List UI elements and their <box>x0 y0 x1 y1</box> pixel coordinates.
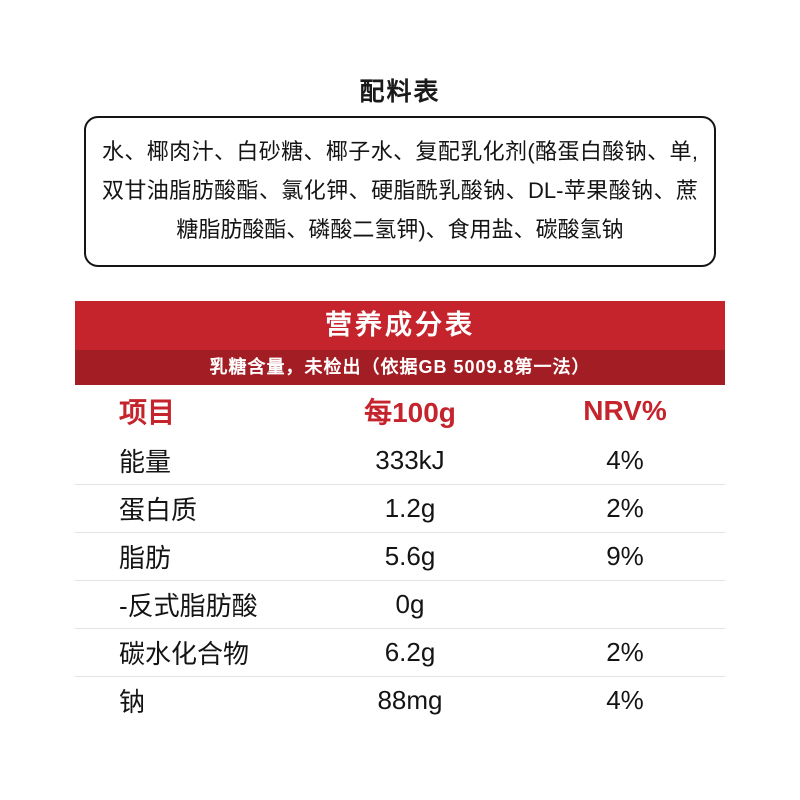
table-cell: 1.2g <box>384 493 436 523</box>
nutrition-table-subtitle: 乳糖含量，未检出（依据GB 5009.8第一法） <box>75 350 725 385</box>
table-cell: 5.6g <box>384 541 436 571</box>
table-cell: 碳水化合物 <box>119 639 250 669</box>
table-cell: 0g <box>395 589 425 619</box>
ingredients-text-box: 水、椰肉汁、白砂糖、椰子水、复配乳化剂(酪蛋白酸钠、单,双甘油脂肪酸酯、氯化钾、… <box>84 116 716 267</box>
table-row: 钠 88mg 4% <box>75 676 725 724</box>
table-cell: -反式脂肪酸 <box>119 591 258 621</box>
table-row: 能量 333kJ 4% <box>75 437 725 484</box>
table-row: -反式脂肪酸 0g <box>75 580 725 628</box>
table-cell: 4% <box>606 445 644 475</box>
table-row: 碳水化合物 6.2g 2% <box>75 628 725 676</box>
table-cell: 333kJ <box>375 445 445 475</box>
table-cell: 88mg <box>377 685 443 715</box>
table-cell: 6.2g <box>384 637 436 667</box>
table-row: 蛋白质 1.2g 2% <box>75 484 725 532</box>
column-header-per-100g: 每100g <box>364 397 456 428</box>
table-cell: 2% <box>606 637 644 667</box>
table-cell: 能量 <box>119 447 172 477</box>
table-row: 脂肪 5.6g 9% <box>75 532 725 580</box>
table-cell: 9% <box>606 541 644 571</box>
nutrition-table-body: 能量 333kJ 4% 蛋白质 1.2g 2% 脂肪 5.6g 9% -反式脂肪酸 0g 碳水化合物 6… <box>75 437 725 724</box>
nutrition-table: 项目 每100g NRV% 能量 333kJ 4% 蛋白质 1.2g 2% 脂肪 5.6g 9%… <box>75 385 725 724</box>
table-cell: 钠 <box>119 687 146 717</box>
column-header-item: 项目 <box>119 397 176 428</box>
table-cell: 4% <box>606 685 644 715</box>
nutrition-table-title: 营养成分表 <box>75 301 725 350</box>
column-header-nrv-percent: NRV% <box>583 395 667 426</box>
nutrition-table-header-row: 项目 每100g NRV% <box>75 385 725 437</box>
ingredients-title: 配料表 <box>359 78 441 106</box>
table-cell: 蛋白质 <box>119 495 198 525</box>
table-cell: 脂肪 <box>119 543 172 573</box>
table-cell: 2% <box>606 493 644 523</box>
